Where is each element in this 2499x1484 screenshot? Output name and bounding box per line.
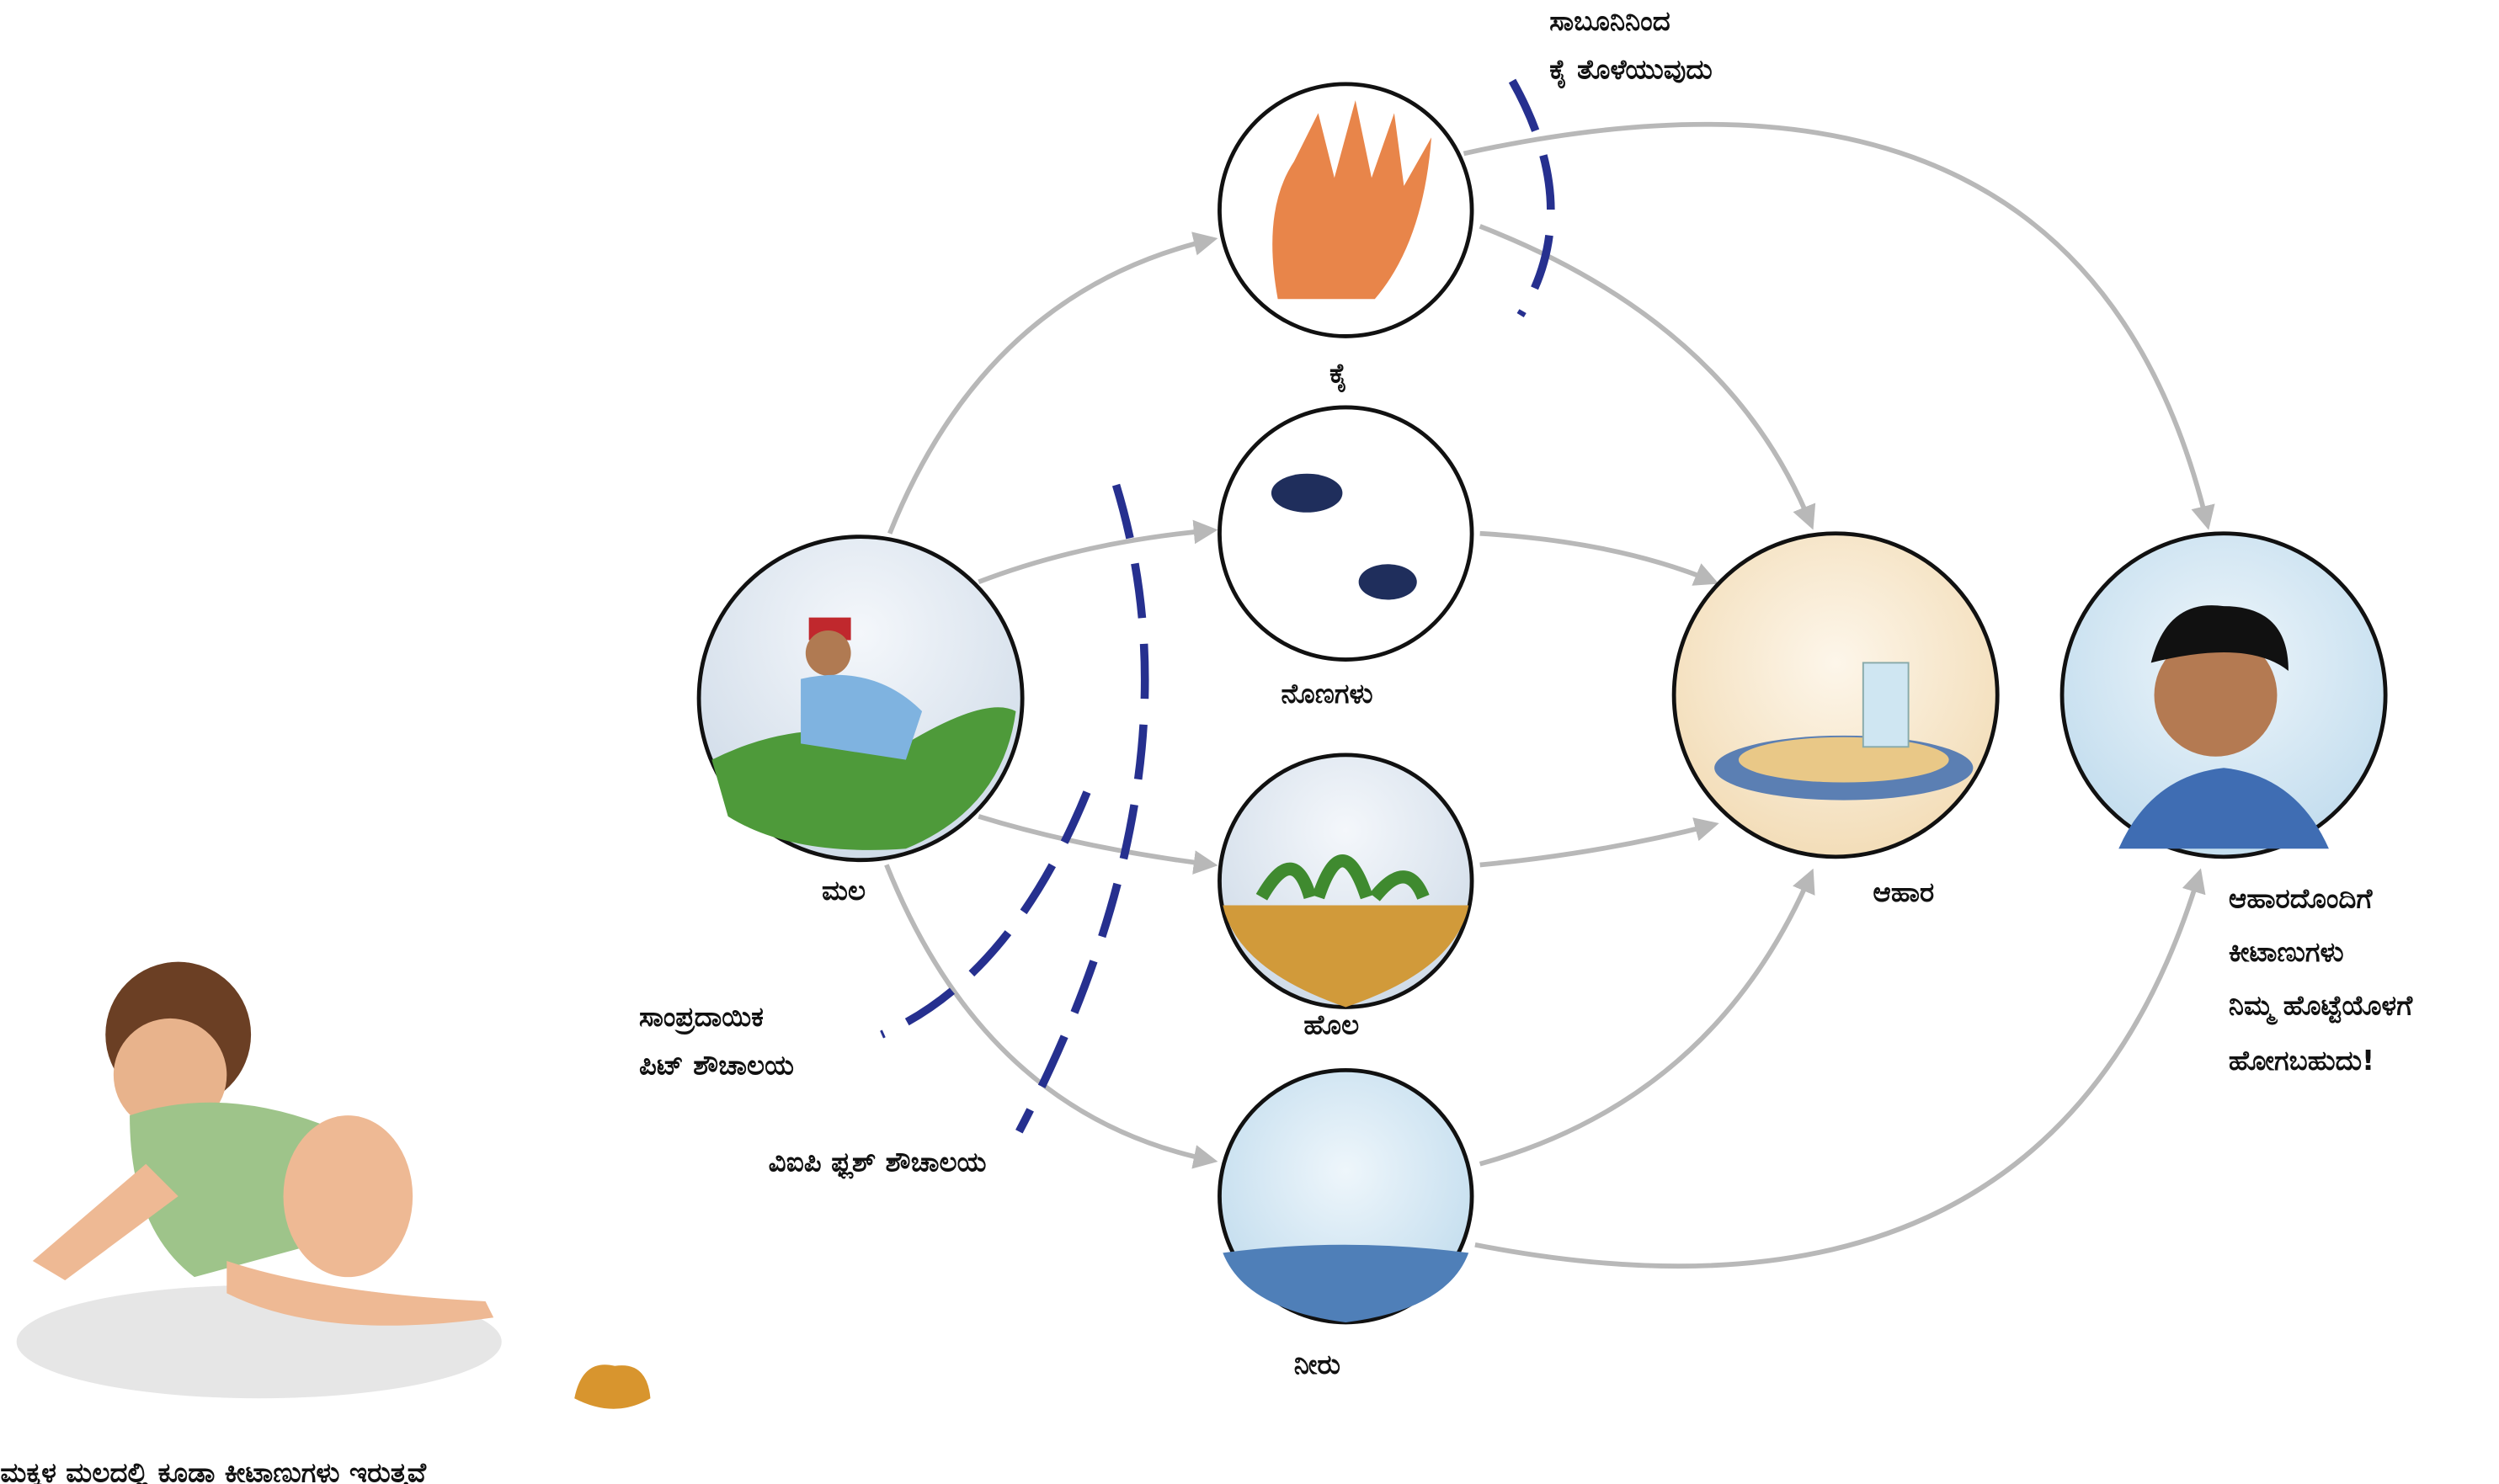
- node-person: [2059, 531, 2388, 859]
- node-water: [1218, 1067, 1474, 1325]
- arrow: [1474, 868, 2206, 1269]
- node-label: ನಿಮ್ಮ ಹೊಟ್ಟೆಯೊಳಗೆ: [2229, 989, 2413, 1024]
- arrow: [1479, 224, 1816, 530]
- barrier-line: [880, 790, 1091, 1039]
- node-label: ಆಹಾರದೊಂದಿಗೆ: [2229, 883, 2373, 915]
- node-hand: [1218, 82, 1474, 338]
- baby-illustration: [16, 961, 651, 1409]
- node-label: ಹೋಗಬಹುದು!: [2229, 1045, 2374, 1077]
- arrow: [978, 814, 1218, 875]
- node-field: [1218, 753, 1474, 1009]
- barrier-label: ವಿಐಪಿ ಫ್ಲಶ್ ಶೌಚಾಲಯ: [769, 1146, 987, 1179]
- barrier-label: ಸಾಬೂನಿನಿಂದ: [1549, 5, 1670, 37]
- caption: ಮಕ್ಕಳ ಮಲದಲ್ಲಿ ಕೂಡಾ ಕೀಟಾಣುಗಳು ಇರುತ್ತವೆ: [0, 1456, 426, 1484]
- arrow: [978, 519, 1218, 585]
- node-flies: [1218, 405, 1474, 662]
- node-label: ಕೀಟಾಣುಗಳು: [2229, 936, 2344, 968]
- arrow: [887, 231, 1218, 535]
- barrier-line: [1508, 78, 1555, 318]
- node-label: ಮಲ: [822, 875, 866, 907]
- barrier-label: ಪಿಟ್ ಶೌಚಾಲಯ: [639, 1050, 794, 1082]
- arrows: [884, 121, 2215, 1269]
- node-label: ಕೈ: [1329, 358, 1347, 393]
- arrow: [884, 864, 1218, 1169]
- node-feces: [696, 535, 1025, 863]
- node-food: [1671, 531, 2000, 859]
- arrow: [1463, 121, 2215, 530]
- barrier-label: ಸಾಂಪ್ರದಾಯಿಕ: [639, 1001, 764, 1035]
- arrow: [1479, 817, 1719, 868]
- barrier-label: ಕೈ ತೊಳೆಯುವುದು: [1549, 54, 1713, 89]
- node-label: ಆಹಾರ: [1873, 876, 1934, 908]
- node-label: ನೊಣಗಳು: [1281, 678, 1372, 710]
- arrow: [1479, 530, 1719, 586]
- barrier-line: [1015, 483, 1149, 1134]
- arrow: [1479, 868, 1815, 1167]
- node-label: ಹೊಲ: [1303, 1009, 1359, 1041]
- node-label: ನೀರು: [1294, 1348, 1340, 1380]
